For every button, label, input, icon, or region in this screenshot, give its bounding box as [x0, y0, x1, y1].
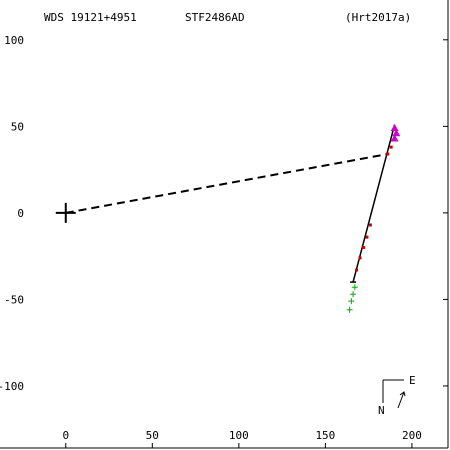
x-tick-label: 50	[146, 429, 159, 442]
compass-arrow-icon	[397, 391, 406, 409]
data-point-dot	[361, 246, 365, 249]
data-point-triangle	[390, 134, 399, 142]
y-tick-label: 100	[4, 34, 24, 47]
compass-north-label: N	[378, 404, 385, 417]
x-tick-label: 100	[229, 429, 249, 442]
data-point-plus	[351, 284, 358, 291]
connector-line	[65, 153, 388, 214]
data-point-plus	[348, 298, 355, 305]
data-point-dot	[389, 145, 393, 149]
chart-marks	[55, 124, 401, 313]
data-point-triangle	[392, 129, 401, 137]
data-point-plus	[346, 306, 353, 313]
data-point-dot	[355, 268, 359, 272]
y-tick-label: -100	[0, 380, 24, 393]
wds-identifier: WDS 19121+4951	[44, 11, 137, 24]
x-tick-label: 200	[402, 429, 422, 442]
y-tick-label: 0	[17, 207, 24, 220]
data-point-dot	[365, 235, 369, 239]
y-tick-label: 50	[11, 120, 24, 133]
compass-rose: E N	[378, 374, 416, 417]
y-tick-label: -50	[4, 293, 24, 306]
discoverer-designation: STF2486AD	[185, 11, 245, 24]
orbit-line	[352, 124, 396, 283]
data-point-dot	[368, 223, 372, 227]
x-tick-label: 150	[315, 429, 335, 442]
data-point-triangle	[390, 124, 399, 132]
x-tick-label: 0	[62, 429, 69, 442]
reference-code: (Hrt2017a)	[345, 11, 411, 24]
data-point-dot	[358, 256, 362, 260]
compass-east-label: E	[409, 374, 416, 387]
data-point-plus	[350, 291, 357, 298]
data-point-dot	[386, 152, 390, 156]
